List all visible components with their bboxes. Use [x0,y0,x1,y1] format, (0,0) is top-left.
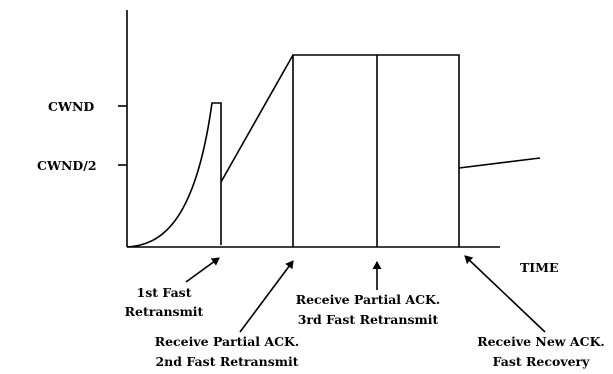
arrow-2nd-retransmit [239,260,294,333]
arrow-1st-retransmit [185,257,220,283]
window-growth-line [220,54,294,183]
cwnd-half-label: CWND/2 [37,158,97,173]
arrow-fast-recovery [464,255,546,333]
event-3-line-1: Receive Partial ACK. [296,292,441,307]
fast-recovery-line [458,157,541,169]
event-2-line-2: 2nd Fast Retransmit [155,354,298,369]
cwnd-label: CWND [48,99,94,114]
window-plateau [292,54,460,247]
event-2-line-1: Receive Partial ACK. [155,334,300,349]
time-label: TIME [520,260,559,275]
event-1-line-2: Retransmit [125,304,204,319]
event-4-line-1: Receive New ACK. [477,334,605,349]
event-1-line-1: 1st Fast [137,285,192,300]
event-4-line-2: Fast Recovery [493,354,591,369]
event-3-line-2: 3rd Fast Retransmit [298,312,439,327]
slow-start-curve [126,102,222,248]
